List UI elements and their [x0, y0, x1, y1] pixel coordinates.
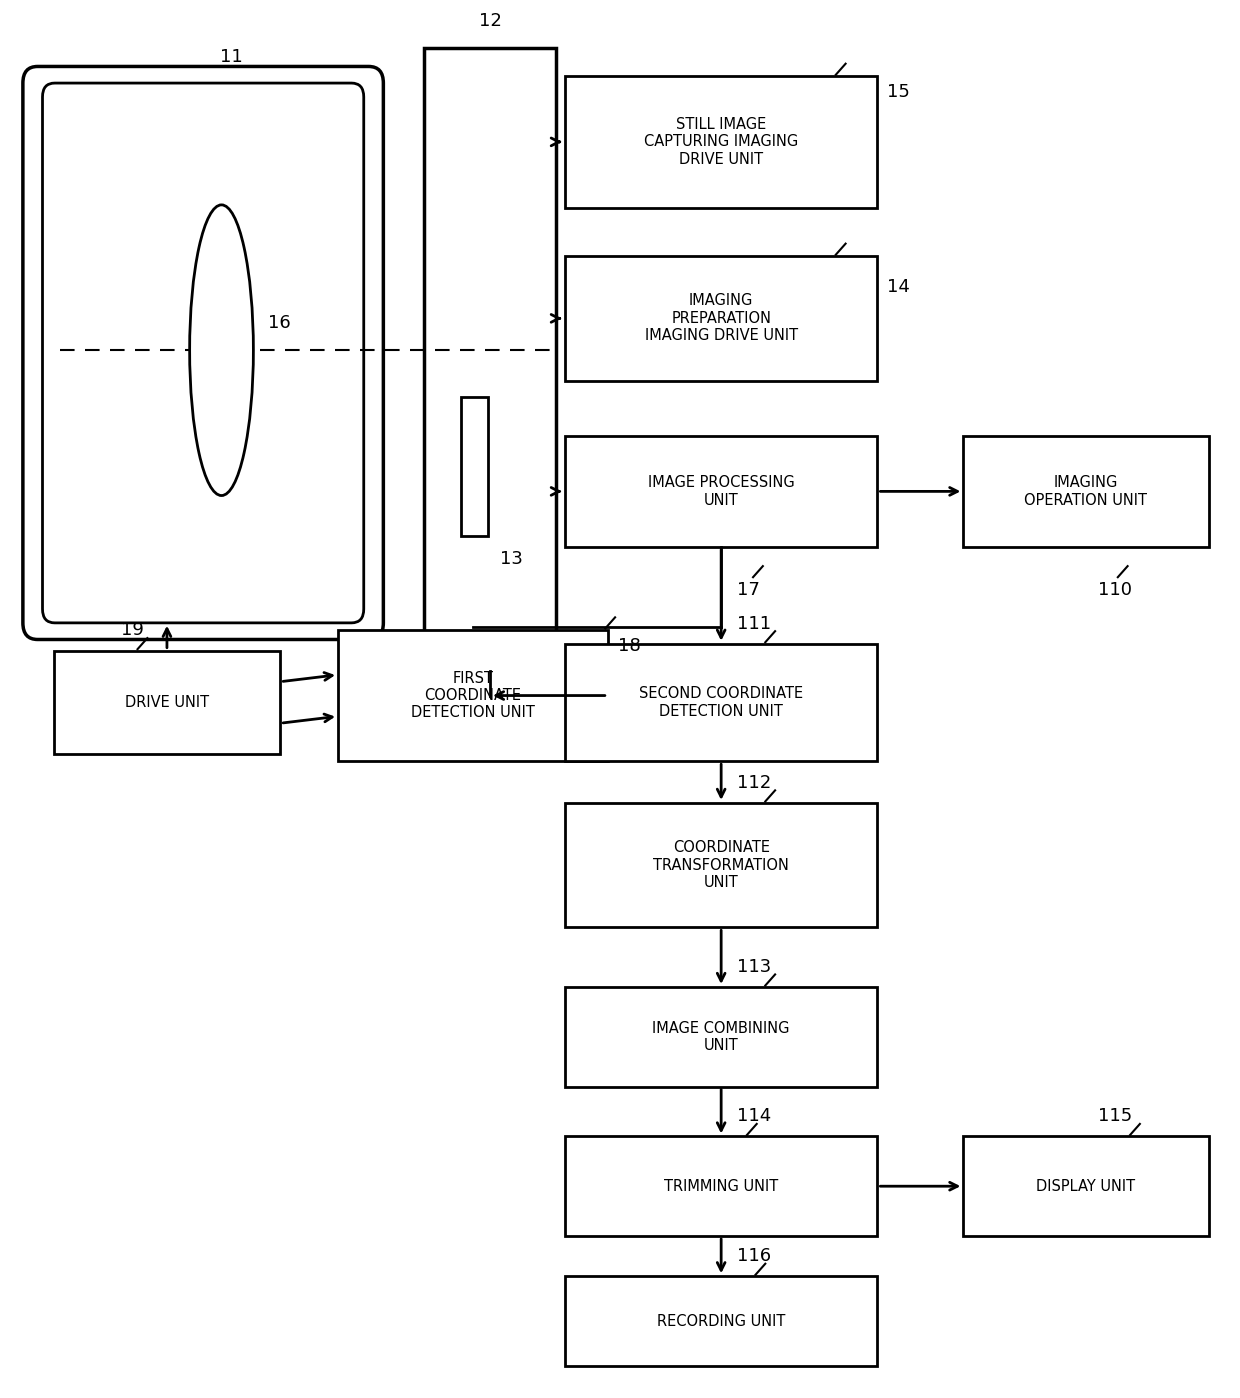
Text: IMAGING
PREPARATION
IMAGING DRIVE UNIT: IMAGING PREPARATION IMAGING DRIVE UNIT	[645, 294, 797, 344]
Text: 113: 113	[737, 958, 771, 976]
FancyBboxPatch shape	[339, 629, 608, 762]
FancyBboxPatch shape	[565, 256, 878, 380]
FancyBboxPatch shape	[42, 82, 363, 624]
Text: SECOND COORDINATE
DETECTION UNIT: SECOND COORDINATE DETECTION UNIT	[639, 686, 804, 719]
Text: 18: 18	[618, 636, 640, 654]
Text: FIRST
COORDINATE
DETECTION UNIT: FIRST COORDINATE DETECTION UNIT	[410, 671, 534, 720]
FancyBboxPatch shape	[565, 643, 878, 762]
FancyBboxPatch shape	[565, 436, 878, 547]
Text: 110: 110	[1099, 582, 1132, 600]
Text: 16: 16	[268, 313, 291, 331]
FancyBboxPatch shape	[22, 67, 383, 639]
Text: 112: 112	[737, 773, 771, 791]
FancyBboxPatch shape	[424, 49, 557, 671]
Text: IMAGE PROCESSING
UNIT: IMAGE PROCESSING UNIT	[647, 475, 795, 507]
FancyBboxPatch shape	[53, 650, 280, 755]
FancyBboxPatch shape	[963, 1137, 1209, 1236]
Ellipse shape	[190, 206, 253, 495]
Text: 12: 12	[479, 13, 501, 31]
Text: 11: 11	[219, 49, 243, 67]
Text: DISPLAY UNIT: DISPLAY UNIT	[1037, 1179, 1136, 1194]
Text: IMAGING
OPERATION UNIT: IMAGING OPERATION UNIT	[1024, 475, 1147, 507]
Text: 19: 19	[122, 622, 144, 639]
Text: 116: 116	[737, 1247, 771, 1265]
Text: 15: 15	[888, 82, 910, 101]
Text: STILL IMAGE
CAPTURING IMAGING
DRIVE UNIT: STILL IMAGE CAPTURING IMAGING DRIVE UNIT	[644, 117, 799, 166]
Text: 111: 111	[737, 615, 771, 632]
FancyBboxPatch shape	[565, 75, 878, 208]
FancyBboxPatch shape	[565, 1276, 878, 1366]
Text: 14: 14	[888, 278, 910, 296]
Text: TRIMMING UNIT: TRIMMING UNIT	[665, 1179, 779, 1194]
Text: RECORDING UNIT: RECORDING UNIT	[657, 1314, 785, 1328]
Text: IMAGE COMBINING
UNIT: IMAGE COMBINING UNIT	[652, 1021, 790, 1053]
FancyBboxPatch shape	[963, 436, 1209, 547]
Text: COORDINATE
TRANSFORMATION
UNIT: COORDINATE TRANSFORMATION UNIT	[653, 840, 789, 891]
Text: 114: 114	[737, 1107, 771, 1125]
Text: 115: 115	[1099, 1107, 1132, 1125]
Text: 17: 17	[737, 582, 760, 600]
FancyBboxPatch shape	[565, 802, 878, 927]
FancyBboxPatch shape	[460, 397, 487, 535]
FancyBboxPatch shape	[565, 1137, 878, 1236]
FancyBboxPatch shape	[565, 987, 878, 1086]
Text: DRIVE UNIT: DRIVE UNIT	[125, 695, 210, 710]
Text: 13: 13	[500, 549, 523, 568]
